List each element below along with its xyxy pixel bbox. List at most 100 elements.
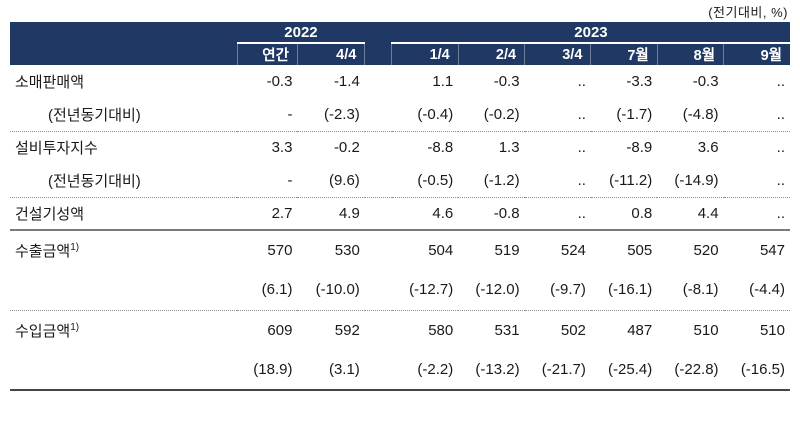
column-header-3-4: 3/4 — [524, 43, 591, 65]
cell-value: 592 — [334, 321, 360, 339]
cell-value: 524 — [560, 242, 586, 259]
cell-value: (-16.1) — [590, 270, 658, 311]
cell-value: (-10.0) — [297, 270, 365, 311]
column-header-8월: 8월 — [656, 43, 724, 65]
cell-value: 3.3 — [271, 139, 293, 157]
column-header-4-4: 4/4 — [296, 43, 365, 65]
cell-block-spacer — [364, 98, 392, 132]
row-label: (전년동기대비) — [10, 164, 238, 198]
row-label — [10, 270, 238, 311]
year-group-row: 2022 2023 — [10, 22, 790, 44]
cell-value: 530 — [334, 242, 360, 259]
cell-value: (-2.3) — [297, 98, 365, 132]
cell-value: 570 — [267, 242, 293, 259]
cell-value: 4.9 — [297, 197, 365, 231]
cell-value: -0.2 — [333, 139, 360, 157]
column-header-2-4: 2/4 — [457, 43, 525, 65]
row-label: 설비투자지수 — [15, 140, 98, 158]
cell-value: 505 — [627, 242, 653, 259]
cell-value: (-13.2) — [458, 350, 525, 391]
cell-value: (9.6) — [297, 164, 365, 198]
header-corner-blank — [10, 22, 238, 43]
cell-value: (-1.7) — [590, 98, 658, 132]
cell-value: .. — [723, 197, 790, 231]
table-header: 2022 2023 연간 4/4 1/4 2/4 3/4 7월 8월 9월 — [10, 22, 790, 65]
table-row: (18.9) (3.1) (-2.2) (-13.2) (-21.7) (-25.4) (-… — [10, 350, 790, 391]
cell-value: 547 — [759, 242, 785, 259]
cell-value: -8.8 — [427, 139, 454, 157]
cell-value: 531 — [494, 321, 520, 339]
cell-value: - — [237, 164, 298, 198]
cell-value: -0.3 — [692, 73, 719, 90]
cell-value: -8.9 — [626, 139, 653, 157]
cell-value: 487 — [627, 321, 653, 339]
unit-note: (전기대비, %) — [708, 5, 788, 20]
cell-value: .. — [577, 73, 586, 90]
cell-value: 3.6 — [697, 139, 719, 157]
cell-block-spacer — [364, 270, 392, 311]
cell-value: 510 — [693, 321, 719, 339]
table-row: 수입금액1) 609 592 580 531 502 487 510 510 — [10, 310, 790, 350]
row-label: 소매판매액 — [15, 74, 85, 91]
cell-value: (-12.0) — [458, 270, 525, 311]
cell-value: 4.6 — [391, 197, 459, 231]
cell-block-spacer — [365, 131, 392, 164]
cell-value: .. — [577, 139, 586, 157]
column-header-row: 연간 4/4 1/4 2/4 3/4 7월 8월 9월 — [10, 43, 790, 65]
cell-value: (-0.2) — [458, 98, 525, 132]
cell-value: (-1.2) — [458, 164, 525, 198]
footnote-marker: 1) — [70, 321, 80, 333]
cell-block-spacer — [365, 65, 392, 98]
cell-value: .. — [524, 197, 591, 231]
table-row: 설비투자지수 3.3 -0.2 -8.8 1.3.. -8.9 3.6.. — [10, 131, 790, 164]
column-header-1-4: 1/4 — [391, 43, 459, 65]
column-header-7월: 7월 — [590, 43, 658, 65]
cell-value: 504 — [428, 242, 454, 259]
table-body: 소매판매액 -0.3 -1.4 1.1 -0.3.. -3.3 -0.3.. (전년동기대비)… — [10, 65, 790, 391]
cell-value: 609 — [267, 321, 293, 339]
table-row: (전년동기대비) - (-2.3) (-0.4) (-0.2).. (-1.7) (-4.8… — [10, 98, 790, 132]
cell-block-spacer — [365, 310, 392, 350]
cell-value: (-0.5) — [391, 164, 459, 198]
cell-value: 4.4 — [657, 197, 724, 231]
table-row: 수출금액1) 570 530 504 519 524 505 520 547 — [10, 230, 790, 270]
cell-value: -0.8 — [458, 197, 525, 231]
cell-value: (-0.4) — [391, 98, 459, 132]
cell-value: (-4.4) — [723, 270, 790, 311]
cell-value: 510 — [759, 321, 785, 339]
cell-value: .. — [723, 98, 790, 132]
cell-value: .. — [524, 164, 591, 198]
cell-value: - — [237, 98, 298, 132]
cell-value: 1.1 — [432, 73, 454, 90]
cell-block-spacer — [364, 197, 392, 231]
footnotes: 주: 1) 금액은 억달러, ( ) 내는 전년동기대비 증감률, 연간 및 분… — [10, 392, 790, 428]
cell-value: -3.3 — [626, 73, 653, 90]
cell-value: (-9.7) — [524, 270, 591, 311]
cell-value: 502 — [560, 321, 586, 339]
header-label-blank — [10, 43, 238, 65]
cell-value: (3.1) — [297, 350, 365, 391]
table-row: 건설기성액 2.7 4.9 4.6 -0.8.. 0.8 4.4.. — [10, 197, 790, 231]
footnote-marker: 1) — [70, 242, 80, 253]
cell-value: 580 — [428, 321, 454, 339]
row-label: 건설기성액 — [10, 197, 238, 231]
cell-value: -0.3 — [493, 73, 520, 90]
cell-value: .. — [776, 73, 785, 90]
cell-value: (-4.8) — [657, 98, 724, 132]
cell-value: 520 — [693, 242, 719, 259]
table-row: (전년동기대비) - (9.6) (-0.5) (-1.2).. (-11.2) (-14.… — [10, 164, 790, 198]
cell-value: (-8.1) — [657, 270, 724, 311]
indicator-table: 2022 2023 연간 4/4 1/4 2/4 3/4 7월 8월 9월 소매판매액 -0.3… — [10, 22, 790, 391]
cell-value: .. — [723, 164, 790, 198]
cell-value: (18.9) — [237, 350, 298, 391]
cell-block-spacer — [364, 164, 392, 198]
row-label: 수출금액1) — [15, 242, 80, 261]
column-header-9월: 9월 — [723, 43, 790, 65]
table-row: (6.1) (-10.0) (-12.7) (-12.0) (-9.7) (-16.1)(… — [10, 270, 790, 311]
cell-value: 1.3 — [498, 139, 520, 157]
cell-value: .. — [776, 139, 785, 157]
header-group-gap — [364, 22, 392, 43]
table-row: 소매판매액 -0.3 -1.4 1.1 -0.3.. -3.3 -0.3.. — [10, 65, 790, 98]
row-label: (전년동기대비) — [10, 98, 238, 132]
